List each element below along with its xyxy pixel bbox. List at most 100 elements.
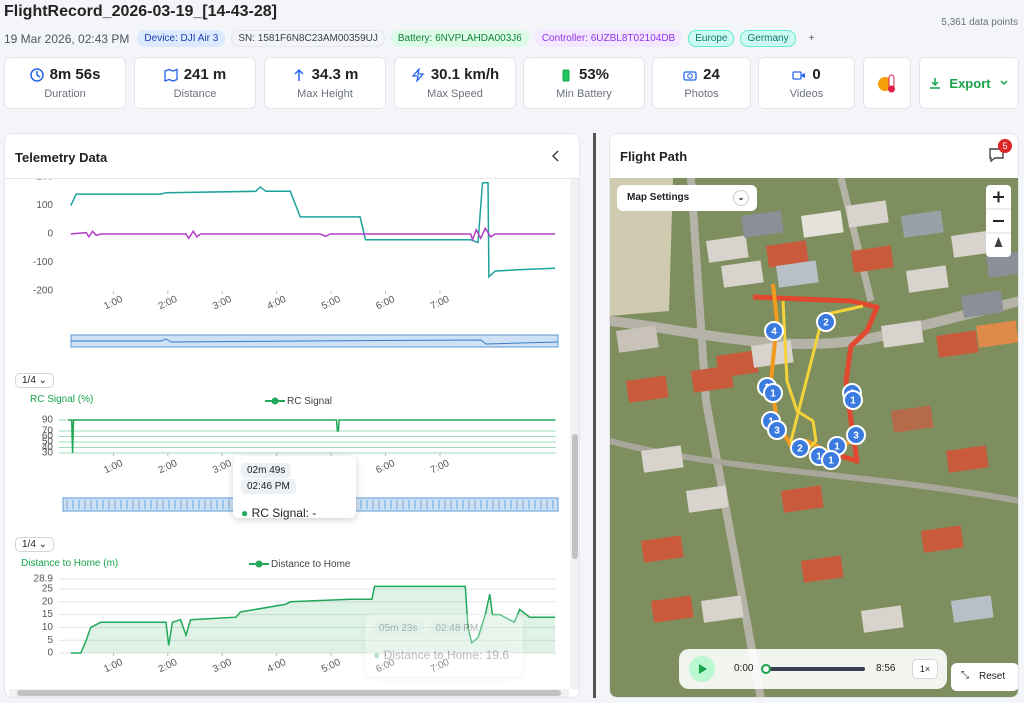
icon — [294, 68, 304, 81]
telemetry-panel: Telemetry Data -200-10001002001:002:003:… — [4, 133, 580, 698]
flight-path — [781, 300, 864, 458]
x-tick-label: 3:00 — [211, 458, 234, 476]
y-tick-label: 28.9 — [34, 574, 54, 585]
y-tick-label: 100 — [36, 200, 53, 211]
house — [951, 595, 994, 623]
splitter[interactable] — [593, 133, 596, 698]
map-marker-label: 4 — [771, 327, 777, 338]
house — [721, 260, 764, 288]
icon — [29, 67, 44, 82]
house — [641, 445, 684, 473]
legend-entry: RC Signal — [287, 396, 333, 407]
reset-label: Reset — [979, 671, 1006, 682]
map-marker — [843, 390, 863, 410]
stat-label: Photos — [684, 88, 719, 100]
x-tick-label: 2:00 — [157, 458, 180, 476]
y-tick-label: 10 — [42, 622, 54, 633]
meta-row: 19 Mar 2026, 02:43 PM Device: DJI Air 3 … — [4, 30, 821, 47]
line — [70, 181, 556, 279]
stat-value: 24 — [703, 66, 720, 83]
tooltip-clock: 02:48 PM — [429, 621, 485, 636]
playback-bar: 0:00 8:56 1× — [679, 649, 947, 689]
house — [701, 595, 744, 623]
tag[interactable]: Germany — [740, 30, 796, 47]
line — [70, 585, 556, 654]
slider-preview — [71, 338, 559, 345]
stat-card: 53% Min Battery — [523, 57, 645, 109]
house — [921, 525, 964, 553]
icon — [1000, 80, 1008, 86]
house — [845, 200, 889, 228]
stat-label: Max Speed — [427, 88, 483, 100]
map-marker — [816, 312, 836, 332]
stat-label: Min Battery — [556, 88, 612, 100]
time-end: 8:56 — [876, 663, 896, 674]
export-button[interactable]: Export — [919, 57, 1019, 109]
export-label: Export — [949, 75, 991, 91]
icon — [930, 78, 941, 89]
field — [610, 178, 673, 316]
play-button[interactable] — [689, 656, 715, 682]
zoom-icons[interactable] — [986, 185, 1011, 257]
x-tick-label: 6:00 — [374, 294, 397, 312]
tooltip: 05m 23s 02:48 PM ● Distance to Home: 19.6 — [365, 614, 523, 676]
road — [610, 296, 1018, 349]
reset-button[interactable]: ⤡ Reset — [951, 663, 1018, 691]
y-tick-label: 25 — [42, 584, 54, 595]
map-marker-label: 1 — [770, 389, 776, 400]
flight-title: FlightRecord_2026-03-19_[14-43-28] — [4, 3, 278, 20]
y-tick-label: -200 — [33, 286, 53, 297]
stat-label: Distance — [173, 88, 217, 100]
page-selector[interactable]: 1/4 ⌄ — [15, 537, 55, 552]
stat-card: 0 Videos — [758, 57, 855, 109]
map-marker-label: 1 — [834, 442, 840, 453]
map: 4211111321131 — [610, 178, 1018, 697]
h-scrollbar[interactable] — [9, 689, 569, 697]
tooltip-time: 05m 23s — [373, 621, 424, 636]
collapse-button[interactable] — [549, 149, 563, 163]
map-marker — [767, 420, 787, 440]
legend-entry: Distance to Home — [271, 559, 351, 570]
tag[interactable]: Europe — [688, 30, 735, 47]
progress-track[interactable] — [761, 664, 865, 674]
stat-value: 241 m — [183, 66, 227, 83]
flight-path — [752, 294, 880, 464]
map-settings[interactable]: Map Settings ⌄ — [617, 185, 757, 211]
map-marker — [846, 425, 866, 445]
house — [946, 445, 989, 473]
x-tick-label: 1:00 — [102, 657, 125, 675]
y-tick-label: 200 — [36, 179, 53, 183]
x-tick-label: 7:00 — [429, 458, 452, 476]
line — [68, 419, 556, 454]
x-tick-label: 7:00 — [429, 294, 452, 312]
map-marker — [764, 321, 784, 341]
x-tick-label: 5:00 — [320, 294, 343, 312]
map-marker — [790, 438, 810, 458]
house — [626, 375, 669, 403]
legend-dot — [255, 560, 263, 568]
x-tick-label: 1:00 — [102, 458, 125, 476]
line — [70, 226, 556, 242]
add-tag[interactable]: + — [808, 33, 815, 44]
scrollbar[interactable] — [570, 179, 579, 689]
y-tick-label: 20 — [42, 596, 54, 607]
page-selector[interactable]: 1/4 ⌄ — [15, 373, 55, 388]
stat-value: 34.3 m — [311, 66, 359, 83]
y-tick-label: 0 — [47, 648, 53, 659]
stat-card: 8m 56s Duration — [4, 57, 126, 109]
tag: Battery: 6NVPLAHDA003J6 — [390, 30, 529, 47]
speed-button[interactable]: 1× — [912, 659, 938, 679]
tag: Controller: 6UZBL8T02104DB — [534, 30, 683, 47]
house — [801, 555, 844, 583]
map-marker-label: 2 — [823, 318, 829, 329]
house — [641, 535, 684, 563]
y-tick-label: 50 — [42, 437, 54, 448]
weather-button[interactable] — [863, 57, 911, 109]
tag: Device: DJI Air 3 — [137, 30, 226, 47]
tooltip: 02m 49s02:46 PM ● RC Signal: - — [233, 456, 356, 520]
tooltip-clock: 02:46 PM — [241, 479, 296, 494]
icon — [878, 74, 895, 93]
y-tick-label: -100 — [33, 257, 53, 268]
x-tick-label: 3:00 — [211, 657, 234, 675]
data-points: 5,361 data points — [941, 17, 1018, 28]
